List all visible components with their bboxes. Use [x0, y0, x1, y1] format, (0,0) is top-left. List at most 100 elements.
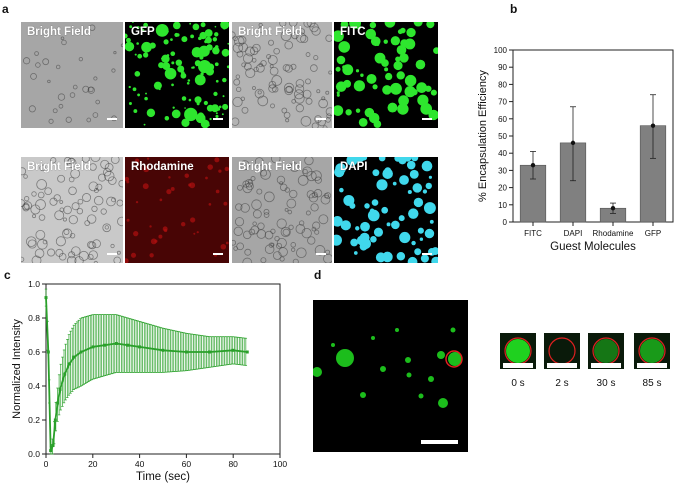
micrograph-texture — [125, 157, 229, 263]
droplet — [437, 351, 445, 359]
frame-thumbnail — [634, 333, 670, 369]
x-tick-label: 20 — [88, 459, 98, 469]
droplet — [438, 398, 448, 408]
scale-bar — [422, 118, 432, 120]
mean-point — [650, 123, 656, 128]
micrograph-bright-field-dapi: Bright Field — [232, 157, 332, 263]
droplet — [331, 343, 335, 347]
frame-thumbnail — [544, 333, 580, 369]
frame-time-label: 30 s — [596, 378, 616, 389]
data-point — [114, 342, 118, 345]
panel-letter-c: c — [4, 268, 11, 282]
micrograph-bright-field-fitc: Bright Field — [232, 22, 332, 128]
frame-thumbnail — [500, 333, 536, 369]
scale-bar — [637, 363, 667, 368]
scale-bar — [547, 363, 577, 368]
frame-time-label: 0 s — [511, 378, 525, 389]
y-tick-label: 0.0 — [28, 449, 40, 459]
x-tick-label: GFP — [645, 229, 661, 238]
tile-label: Bright Field — [238, 161, 302, 173]
x-axis-label: Guest Molecules — [550, 241, 636, 250]
scale-bar — [316, 253, 326, 255]
data-point — [58, 387, 62, 391]
y-tick-label: 60 — [498, 115, 507, 124]
data-point — [231, 348, 235, 352]
x-tick-label: Rhodamine — [593, 229, 634, 238]
mean-point — [530, 163, 536, 168]
y-tick-label: 90 — [498, 63, 507, 72]
data-point — [91, 345, 95, 349]
scale-bar — [107, 253, 117, 255]
frame-time-label: 85 s — [642, 378, 662, 389]
x-axis-label: Time (sec) — [136, 471, 190, 483]
droplet — [371, 336, 375, 340]
micrograph-bright-field-rhodamine: Bright Field — [21, 157, 123, 263]
data-point — [46, 350, 50, 354]
droplet — [450, 327, 456, 333]
droplet — [313, 367, 322, 377]
data-point — [63, 372, 67, 376]
micrograph-texture — [232, 157, 332, 263]
y-tick-label: 0.6 — [28, 347, 40, 357]
frap-time-series: 0 s 2 s 30 s 85 s — [500, 333, 680, 413]
droplet — [448, 352, 462, 366]
data-point — [44, 296, 48, 300]
y-tick-label: 50 — [498, 132, 507, 141]
micrograph-texture — [232, 22, 332, 128]
data-point — [184, 350, 188, 354]
droplet — [380, 366, 386, 372]
x-tick-label: 0 — [44, 459, 49, 469]
panel-letter-d: d — [314, 268, 322, 282]
y-tick-label: 20 — [498, 184, 507, 193]
series-line — [45, 297, 248, 451]
y-tick-label: 0.4 — [28, 381, 40, 391]
y-tick-label: 0.8 — [28, 313, 40, 323]
data-point — [49, 449, 53, 453]
tile-label: Bright Field — [27, 161, 91, 173]
scale-bar — [503, 363, 533, 368]
x-tick-label: FITC — [524, 229, 542, 238]
y-tick-label: 100 — [494, 46, 508, 55]
data-point — [208, 350, 212, 354]
micrograph-gfp: GFP — [125, 22, 229, 128]
micrograph-texture — [334, 157, 438, 263]
y-axis-label: % Encapsulation Efficiency — [477, 70, 489, 202]
micrograph-bright-field-gfp: Bright Field — [21, 22, 123, 128]
y-tick-label: 30 — [498, 166, 507, 175]
data-point — [72, 355, 76, 359]
y-tick-label: 0.2 — [28, 415, 40, 425]
mean-point — [570, 140, 576, 146]
y-tick-label: 0 — [503, 218, 508, 227]
droplet — [418, 393, 424, 399]
droplet — [406, 372, 412, 378]
frame-time-label: 2 s — [555, 378, 569, 389]
panel-letter-a: a — [2, 2, 9, 16]
tile-label: Bright Field — [238, 26, 302, 38]
y-tick-label: 70 — [498, 98, 507, 107]
micrograph-rhodamine: Rhodamine — [125, 157, 229, 263]
droplet — [640, 339, 664, 363]
droplet — [405, 357, 411, 363]
y-tick-label: 1.0 — [28, 279, 40, 289]
scale-bar — [316, 118, 326, 120]
micrograph-fitc: FITC — [334, 22, 438, 128]
scale-bar — [107, 118, 117, 120]
data-point — [53, 418, 57, 422]
data-point — [103, 343, 106, 347]
droplet — [360, 392, 366, 398]
tile-label: FITC — [340, 26, 366, 38]
y-tick-label: 40 — [498, 149, 507, 158]
tile-label: DAPI — [340, 161, 368, 173]
x-tick-label: 40 — [135, 459, 145, 469]
droplet — [506, 339, 530, 363]
frame-thumbnail — [588, 333, 624, 369]
droplet — [395, 328, 399, 332]
scale-bar — [213, 118, 223, 120]
droplet — [428, 376, 434, 382]
scale-bar — [213, 253, 223, 255]
mean-point — [610, 206, 616, 211]
micrograph-dapi: DAPI — [334, 157, 438, 263]
data-point — [161, 348, 165, 352]
x-tick-label: 60 — [182, 459, 192, 469]
scale-bar — [591, 363, 621, 368]
